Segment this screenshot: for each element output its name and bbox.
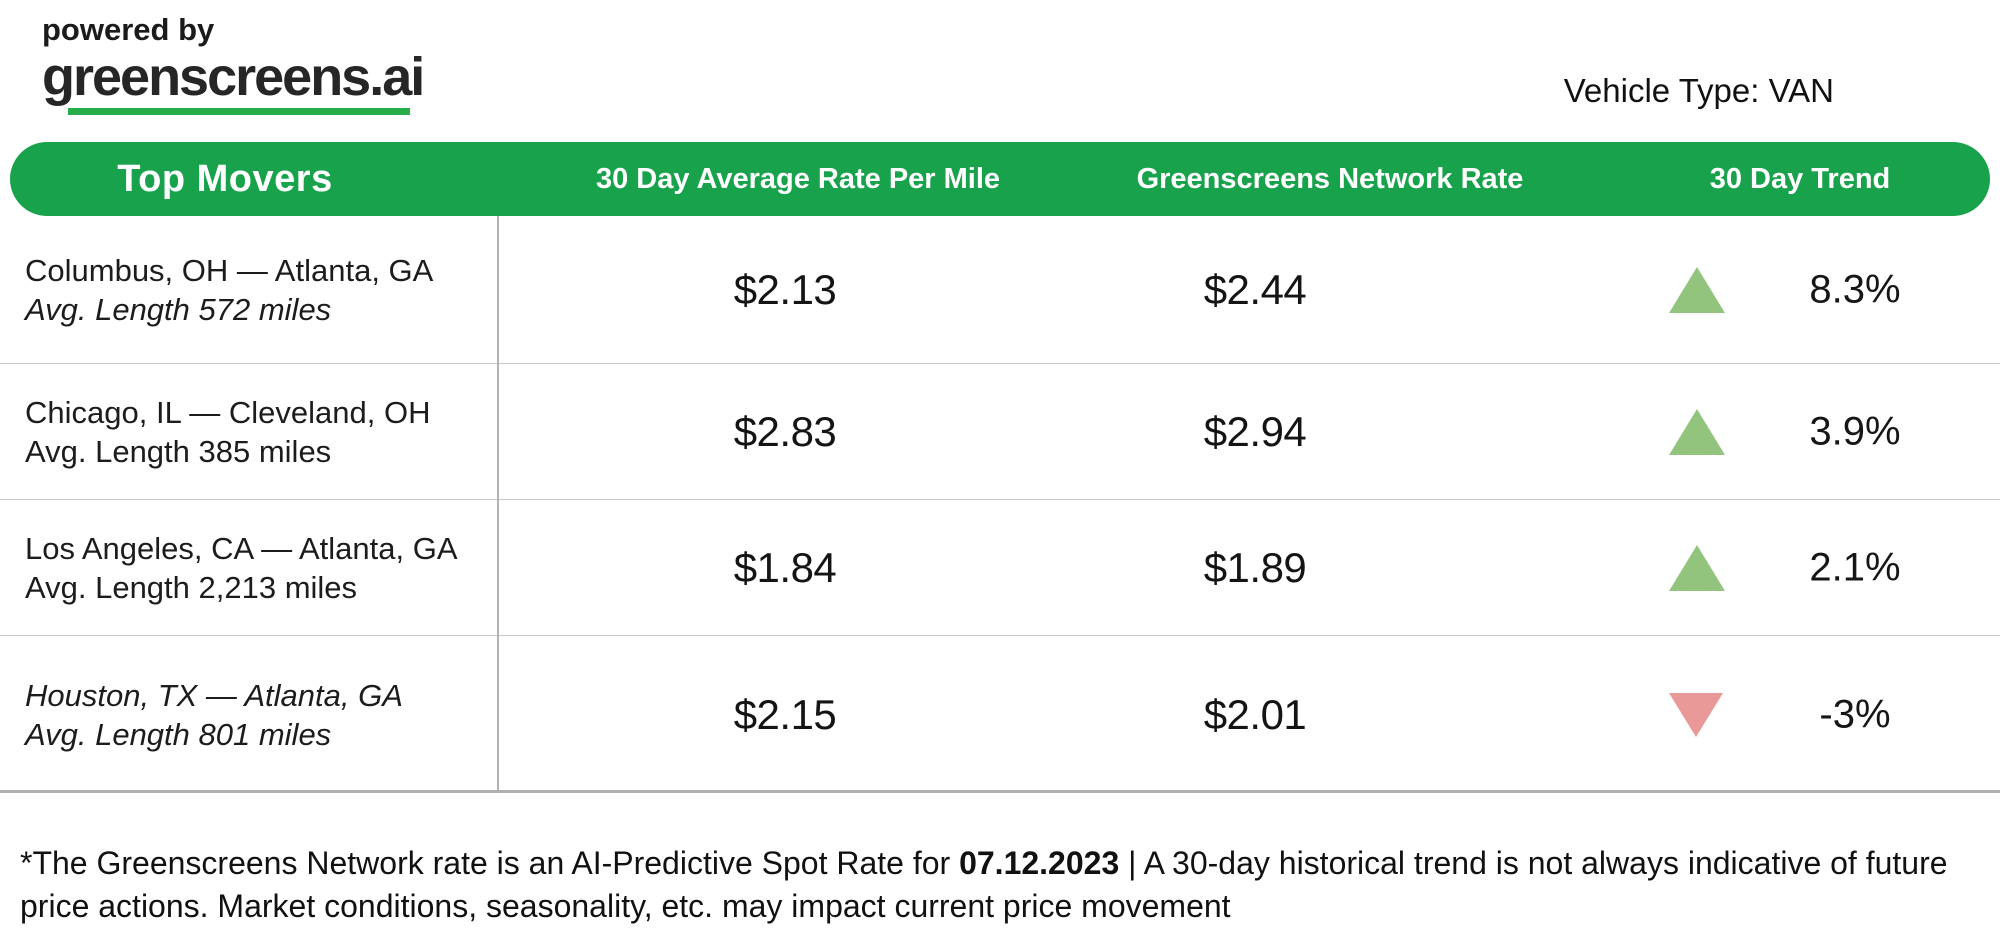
route-cell: Los Angeles, CA — Atlanta, GA Avg. Lengt… bbox=[25, 500, 485, 635]
table-row: Chicago, IL — Cleveland, OH Avg. Length … bbox=[0, 364, 2000, 500]
disclaimer-date: 07.12.2023 bbox=[959, 845, 1120, 881]
avg-length-label: Avg. Length 572 miles bbox=[25, 291, 332, 327]
trend-down-icon bbox=[1669, 692, 1723, 737]
table-row: Houston, TX — Atlanta, GA Avg. Length 80… bbox=[0, 636, 2000, 793]
route-label: Los Angeles, CA — Atlanta, GA bbox=[25, 530, 458, 566]
trend-cell: 2.1% bbox=[1550, 500, 2000, 635]
route-label: Columbus, OH — Atlanta, GA bbox=[25, 252, 434, 288]
trend-up-icon bbox=[1669, 266, 1725, 313]
avg-rate-value: $2.13 bbox=[733, 265, 837, 313]
trend-cell: 3.9% bbox=[1550, 364, 2000, 499]
disclaimer-suffix: | A 30-day historical trend is not alway… bbox=[20, 845, 1948, 924]
powered-by-label: powered by bbox=[42, 12, 215, 47]
trend-cell: 8.3% bbox=[1550, 216, 2000, 363]
network-rate-value: $2.94 bbox=[1203, 407, 1307, 455]
trend-percent-value: 2.1% bbox=[1809, 545, 1901, 589]
column-header-trend: 30 Day Trend bbox=[1709, 163, 1891, 195]
route-cell: Chicago, IL — Cleveland, OH Avg. Length … bbox=[25, 364, 485, 499]
trend-up-icon bbox=[1669, 408, 1725, 455]
route-cell: Columbus, OH — Atlanta, GA Avg. Length 5… bbox=[25, 216, 485, 363]
table-bottom-border bbox=[0, 790, 2000, 793]
brand-underline bbox=[68, 108, 410, 115]
disclaimer-prefix: *The Greenscreens Network rate is an AI-… bbox=[20, 845, 960, 881]
route-cell: Houston, TX — Atlanta, GA Avg. Length 80… bbox=[25, 636, 485, 793]
table-header-bar: Top Movers 30 Day Average Rate Per Mile … bbox=[10, 142, 1990, 216]
avg-length-label: Avg. Length 2,213 miles bbox=[25, 569, 358, 605]
avg-rate-value: $2.83 bbox=[733, 407, 837, 455]
trend-percent-value: -3% bbox=[1819, 692, 1891, 736]
column-header-avg-rate: 30 Day Average Rate Per Mile bbox=[595, 163, 1001, 195]
table-row: Columbus, OH — Atlanta, GA Avg. Length 5… bbox=[0, 216, 2000, 364]
column-header-top-movers: Top Movers bbox=[117, 158, 333, 200]
trend-percent-value: 3.9% bbox=[1809, 409, 1901, 453]
avg-rate-value: $2.15 bbox=[733, 690, 837, 738]
brand-logo: powered by greenscreens.ai bbox=[42, 12, 425, 115]
avg-length-label: Avg. Length 801 miles bbox=[25, 716, 332, 752]
column-divider bbox=[497, 216, 499, 792]
table-body: Columbus, OH — Atlanta, GA Avg. Length 5… bbox=[0, 216, 2000, 793]
trend-percent-value: 8.3% bbox=[1809, 267, 1901, 311]
column-header-network-rate: Greenscreens Network Rate bbox=[1136, 163, 1524, 195]
avg-length-label: Avg. Length 385 miles bbox=[25, 433, 332, 469]
network-rate-value: $1.89 bbox=[1203, 543, 1307, 591]
brand-name: greenscreens.ai bbox=[42, 47, 425, 107]
route-label: Houston, TX — Atlanta, GA bbox=[25, 677, 403, 713]
trend-cell: -3% bbox=[1550, 636, 2000, 793]
trend-up-icon bbox=[1669, 544, 1725, 591]
avg-rate-value: $1.84 bbox=[733, 543, 837, 591]
network-rate-value: $2.01 bbox=[1203, 690, 1307, 738]
vehicle-type-label: Vehicle Type: VAN bbox=[1563, 72, 1834, 109]
table-row: Los Angeles, CA — Atlanta, GA Avg. Lengt… bbox=[0, 500, 2000, 636]
route-label: Chicago, IL — Cleveland, OH bbox=[25, 394, 431, 430]
network-rate-value: $2.44 bbox=[1203, 265, 1307, 313]
disclaimer-text: *The Greenscreens Network rate is an AI-… bbox=[20, 842, 1970, 928]
